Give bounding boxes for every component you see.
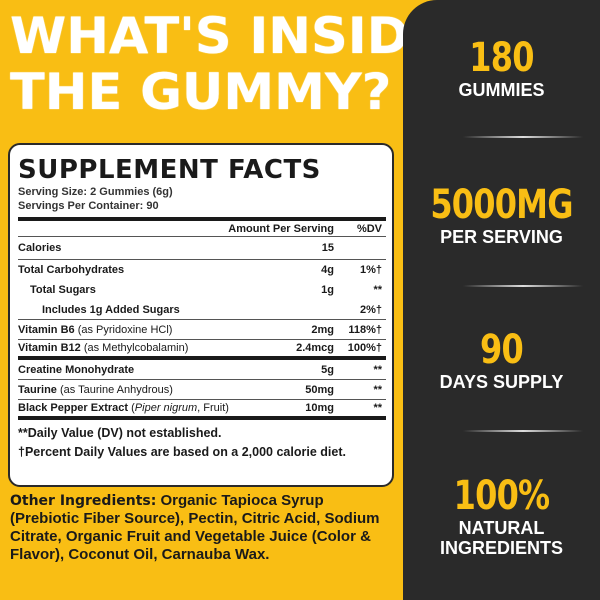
supplement-facts-panel: SUPPLEMENT FACTS Serving Size: 2 Gummies…: [8, 143, 394, 487]
divider: [463, 430, 583, 432]
stat-natural: 100% NATURAL INGREDIENTS: [439, 473, 563, 558]
table-row: Vitamin B12 (as Methylcobalamin) 2.4mcg 10…: [18, 340, 386, 360]
serving-size: Serving Size: 2 Gummies (6g): [18, 186, 173, 198]
stat-mg: 5000MG PER SERVING: [430, 182, 573, 247]
table-header: Amount Per Serving %DV: [18, 217, 386, 237]
table-row: Total Sugars 1g **: [30, 284, 382, 296]
table-row: Vitamin B6 (as Pyridoxine HCl) 2mg 118%†: [18, 320, 386, 340]
other-ingredients: Other Ingredients: Organic Tapioca Syrup…: [10, 492, 380, 563]
stat-days: 90 DAYS SUPPLY: [439, 327, 564, 392]
headline: WHAT'S INSIDE THE GUMMY?: [10, 7, 444, 121]
table-row: Calories 15: [18, 237, 386, 260]
table-row: Taurine (as Taurine Anhydrous) 50mg **: [18, 380, 386, 400]
table-row: Includes 1g Added Sugars 2%†: [18, 300, 386, 320]
table-row: Black Pepper Extract (Piper nigrum, Frui…: [18, 400, 386, 420]
divider: [463, 136, 583, 138]
table-row: Total Carbohydrates 4g 1%†: [18, 264, 382, 276]
stat-gummies: 180 GUMMIES: [458, 35, 545, 100]
servings-per-container: Servings Per Container: 90: [18, 200, 159, 212]
table-row: Creatine Monohydrate 5g **: [18, 360, 386, 380]
footnotes: **Daily Value (DV) not established. †Per…: [18, 426, 346, 459]
stats-panel: 180 GUMMIES 5000MG PER SERVING 90 DAYS SUPP…: [403, 0, 600, 600]
facts-heading: SUPPLEMENT FACTS: [18, 155, 321, 185]
divider: [463, 285, 583, 287]
